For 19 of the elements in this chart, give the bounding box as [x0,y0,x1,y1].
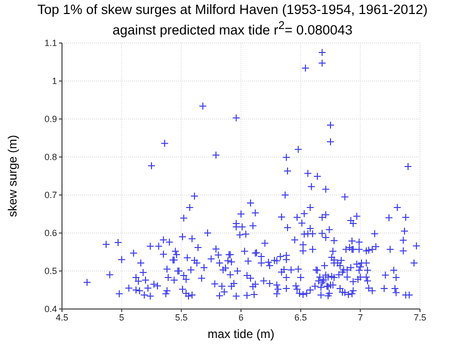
y-tick-label: 0.8 [44,152,57,162]
y-tick-label: 0.7 [44,190,57,200]
y-axis-title: skew surge (m) [5,134,20,218]
x-tick-label: 6.5 [294,312,307,322]
y-tick-label: 0.4 [44,304,57,314]
x-tick-label: 7 [358,312,363,322]
x-axis-title: max tide (m) [208,327,274,341]
y-tick-label: 0.9 [44,114,57,124]
x-tick-label: 5 [119,312,124,322]
x-tick-label: 6 [238,312,244,322]
x-tick-label: 5.5 [175,312,188,322]
x-tick-label: 4.5 [56,312,68,322]
y-tick-label: 0.5 [44,266,57,276]
y-tick-label: 1 [52,76,57,86]
x-tick-label: 7.5 [414,312,426,322]
chart-title: Top 1% of skew surges at Milford Haven (1953-1954, 1961-2012) [36,2,429,18]
chart-subtitle: against predicted max tide r$^{2}$= 0.080043 [111,19,354,38]
y-tick-label: 0.6 [44,228,57,238]
y-tick-label: 1.1 [44,38,57,48]
